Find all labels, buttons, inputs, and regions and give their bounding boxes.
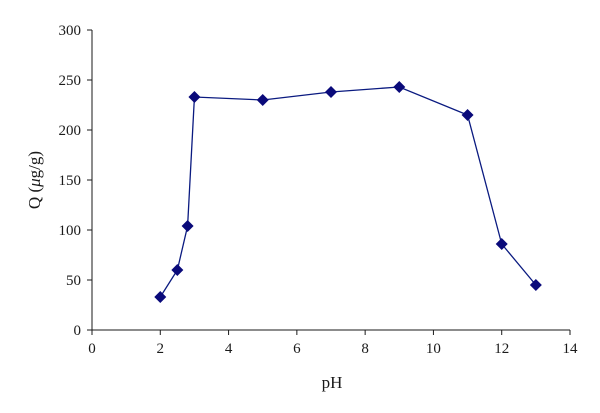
x-tick-label: 2 [157,341,165,357]
y-tick-label: 50 [66,273,81,289]
y-axis-label-mu: μ [25,178,44,188]
y-ticks: 0 50 100 150 200 250 300 [59,23,92,339]
data-point [154,291,167,303]
data-point [495,238,508,250]
y-axis-label: Q (μg/g) [25,151,44,209]
data-point [188,91,201,103]
axes: 0 2 4 6 8 10 12 14 0 50 100 150 200 250 300 [59,23,579,357]
x-tick-label: 12 [494,341,509,357]
x-tick-label: 8 [361,341,369,357]
y-tick-label: 0 [74,323,82,339]
y-tick-label: 200 [59,123,82,139]
x-tick-label: 6 [293,341,301,357]
series-line [159,86,537,298]
x-axis-label: pH [322,373,343,392]
data-point [171,264,184,276]
data-point [325,86,337,98]
x-tick-label: 0 [88,341,96,357]
x-tick-label: 10 [426,341,441,357]
y-axis-label-pre: Q ( [25,187,44,210]
data-point [393,81,406,93]
y-tick-label: 250 [59,73,82,89]
plot-area [154,81,542,303]
data-point [181,220,194,232]
y-tick-label: 300 [59,23,82,39]
x-tick-label: 4 [225,341,233,357]
x-tick-label: 14 [563,341,579,357]
x-ticks: 0 2 4 6 8 10 12 14 [88,330,578,357]
data-point [461,109,474,121]
data-point [529,279,542,291]
y-tick-label: 100 [59,223,82,239]
y-tick-label: 150 [59,173,82,189]
y-axis-label-post: g/g) [25,151,44,178]
markers [154,81,542,303]
data-point [256,94,269,106]
